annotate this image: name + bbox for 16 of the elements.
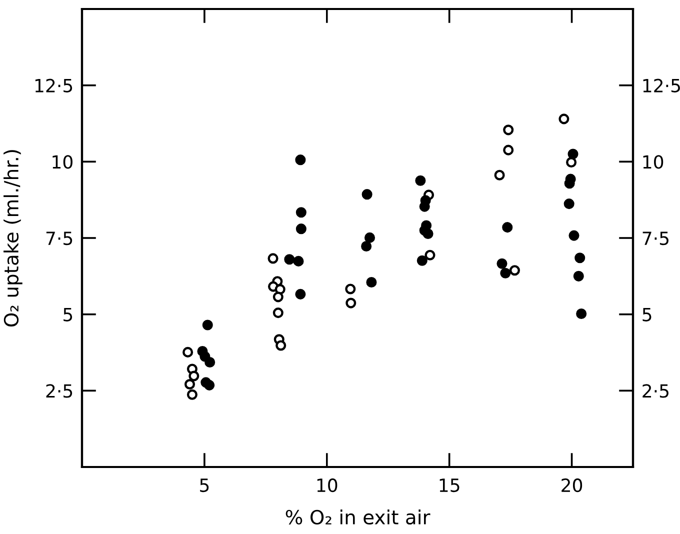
x-tick-label: 15 bbox=[440, 478, 460, 492]
y-tick-label: 10 bbox=[52, 155, 72, 169]
y-axis-title: O₂ uptake (ml./hr.) bbox=[4, 150, 22, 326]
y2-tick-label: 12·5 bbox=[643, 78, 680, 92]
x-tick-label: 20 bbox=[562, 478, 582, 492]
y-tick-label: 2·5 bbox=[46, 384, 72, 398]
y-tick-label: 12·5 bbox=[35, 78, 72, 92]
y-tick-label: 5 bbox=[64, 308, 72, 322]
y-tick-label: 7·5 bbox=[46, 232, 72, 246]
y2-tick-label: 7·5 bbox=[642, 232, 668, 246]
x-axis-title: % O₂ in exit air bbox=[286, 509, 430, 525]
y2-tick-label: 2·5 bbox=[642, 384, 668, 398]
x-tick-label: 10 bbox=[317, 478, 338, 492]
y2-tick-label: 5 bbox=[642, 308, 652, 322]
x-tick-label: 5 bbox=[200, 478, 209, 492]
y2-tick-label: 10 bbox=[643, 155, 664, 169]
